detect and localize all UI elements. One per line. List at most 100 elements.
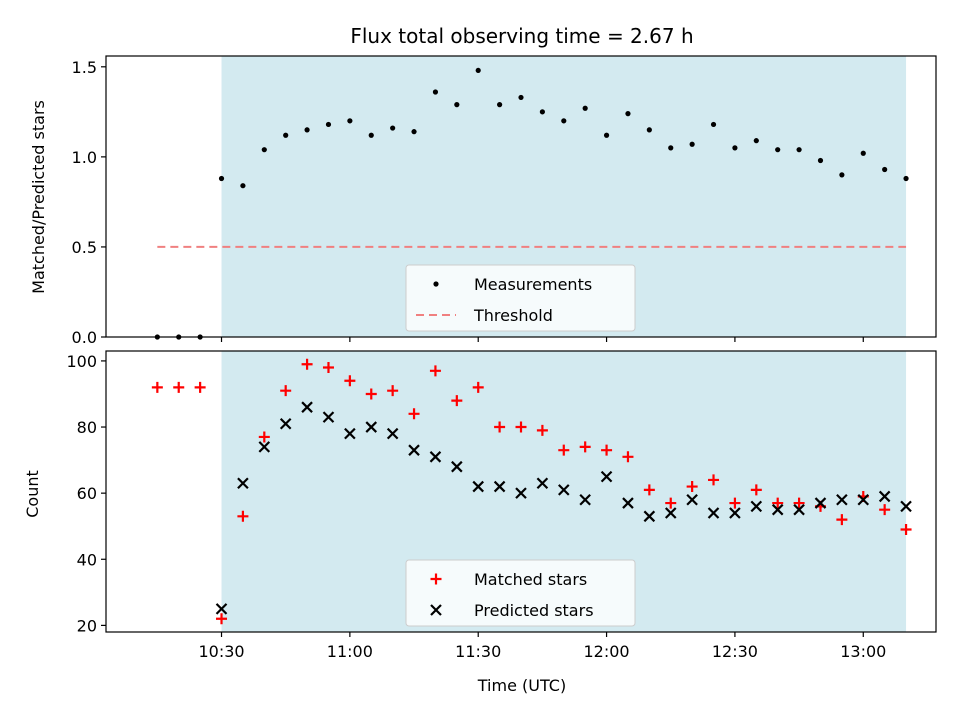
top-point-0-28 bbox=[753, 138, 759, 144]
bottom-matched-point-20 bbox=[579, 441, 591, 453]
top-point-0-31 bbox=[817, 157, 824, 164]
bottom-predicted-point-21 bbox=[600, 470, 613, 483]
bottom-predicted-point-14 bbox=[451, 460, 463, 473]
top-point-0-9 bbox=[347, 118, 353, 124]
bottom-predicted-point-19 bbox=[558, 484, 570, 496]
bottom-predicted-point-4 bbox=[237, 477, 249, 490]
bottom-predicted-point-6 bbox=[279, 417, 292, 430]
bottom-predicted-point-8 bbox=[322, 411, 335, 423]
top-panel: 0.0 0.5 1.0 1.5 Measurements Threshold bbox=[72, 55, 937, 347]
bottom-predicted-point-20 bbox=[579, 493, 591, 506]
bottom-predicted-point-28 bbox=[750, 500, 763, 513]
top-point-0-20 bbox=[582, 105, 588, 111]
bottom-matched-point-11 bbox=[387, 385, 399, 397]
bottom-predicted-point-3 bbox=[215, 603, 228, 615]
x-tick-label-1: 11:00 bbox=[327, 642, 373, 661]
bottom-matched-point-1 bbox=[173, 381, 185, 393]
top-point-0-16 bbox=[497, 102, 503, 108]
bottom-predicted-point-11 bbox=[386, 427, 399, 440]
bottom-y-tick-label-1: 40 bbox=[77, 550, 97, 569]
bottom-predicted-point-18 bbox=[536, 477, 549, 490]
top-point-0-32 bbox=[839, 172, 845, 178]
top-point-0-8 bbox=[325, 121, 332, 128]
bottom-y-tick-label-4: 100 bbox=[66, 352, 97, 371]
bottom-matched-point-5 bbox=[258, 431, 270, 443]
top-point-0-23 bbox=[646, 127, 652, 133]
top-legend-marker-0 bbox=[433, 281, 439, 287]
top-y-tick-label-0: 0.0 bbox=[72, 328, 97, 347]
top-point-0-24 bbox=[668, 145, 674, 151]
bottom-matched-point-26 bbox=[708, 474, 720, 486]
bottom-predicted-point-33 bbox=[857, 493, 870, 506]
bottom-predicted-point-9 bbox=[344, 427, 356, 440]
bottom-predicted-point-24 bbox=[664, 507, 677, 519]
bottom-matched-point-18 bbox=[536, 424, 548, 436]
top-point-0-27 bbox=[732, 145, 738, 151]
bottom-matched-point-22 bbox=[622, 451, 634, 463]
top-y-tick-label-2: 1.0 bbox=[72, 148, 97, 167]
bottom-matched-point-12 bbox=[408, 408, 420, 420]
top-legend-label-0: Measurements bbox=[474, 275, 592, 294]
top-point-0-33 bbox=[860, 150, 866, 156]
bottom-matched-point-28 bbox=[750, 484, 762, 496]
bottom-predicted-point-22 bbox=[622, 497, 634, 509]
top-legend-label-1: Threshold bbox=[473, 306, 553, 325]
bottom-matched-point-3 bbox=[216, 613, 228, 625]
top-point-0-6 bbox=[283, 132, 289, 138]
x-tick-label-5: 13:00 bbox=[840, 642, 886, 661]
top-point-0-5 bbox=[261, 147, 267, 153]
top-point-0-26 bbox=[710, 121, 717, 128]
bottom-matched-point-13 bbox=[429, 365, 441, 377]
bottom-matched-point-24 bbox=[665, 497, 677, 509]
bottom-matched-point-4 bbox=[237, 510, 249, 522]
top-point-0-15 bbox=[475, 67, 481, 74]
bottom-matched-point-15 bbox=[472, 381, 484, 393]
top-point-0-7 bbox=[304, 127, 310, 133]
x-tick-label-3: 12:00 bbox=[584, 642, 630, 661]
bottom-legend-marker-1 bbox=[430, 604, 442, 616]
bottom-predicted-point-29 bbox=[771, 503, 784, 516]
bottom-matched-point-35 bbox=[900, 524, 912, 536]
bottom-matched-point-27 bbox=[729, 497, 741, 509]
bottom-predicted-point-10 bbox=[365, 421, 378, 433]
x-axis-label: Time (UTC) bbox=[477, 676, 566, 695]
bottom-matched-point-34 bbox=[879, 504, 891, 516]
bottom-matched-point-8 bbox=[322, 362, 334, 374]
bottom-y-tick-label-0: 20 bbox=[77, 616, 97, 635]
top-point-0-21 bbox=[603, 132, 610, 138]
bottom-predicted-point-13 bbox=[429, 451, 442, 463]
bottom-predicted-point-7 bbox=[301, 401, 313, 413]
bottom-y-axis-label: Count bbox=[23, 470, 42, 518]
bottom-matched-point-21 bbox=[601, 444, 613, 456]
x-tick-label-4: 12:30 bbox=[712, 642, 758, 661]
bottom-legend-label-1: Predicted stars bbox=[474, 601, 594, 620]
top-legend-box bbox=[405, 264, 636, 332]
top-point-0-35 bbox=[903, 175, 909, 182]
top-point-0-22 bbox=[625, 111, 631, 117]
bottom-predicted-point-35 bbox=[900, 500, 912, 513]
bottom-legend-label-0: Matched stars bbox=[474, 570, 587, 589]
top-point-0-14 bbox=[454, 102, 460, 108]
bottom-y-tick-label-2: 60 bbox=[77, 484, 97, 503]
bottom-y-tick-label-3: 80 bbox=[77, 418, 97, 437]
top-point-0-30 bbox=[796, 147, 802, 153]
top-point-0-29 bbox=[775, 147, 781, 153]
bottom-predicted-point-17 bbox=[515, 487, 527, 499]
bottom-predicted-point-12 bbox=[408, 444, 420, 456]
bottom-frame bbox=[105, 350, 937, 633]
bottom-matched-point-9 bbox=[344, 375, 356, 387]
bottom-predicted-point-34 bbox=[878, 490, 891, 503]
bottom-predicted-point-31 bbox=[814, 497, 827, 509]
bottom-panel: 20 40 60 80 100 10:30 11:00 11:30 12:00 12:30 13:0… bbox=[66, 350, 937, 661]
bottom-predicted-point-32 bbox=[836, 493, 848, 506]
top-point-0-4 bbox=[240, 183, 246, 189]
top-point-0-11 bbox=[390, 125, 396, 131]
bottom-matched-point-0 bbox=[151, 381, 163, 393]
top-point-0-13 bbox=[432, 89, 439, 95]
bottom-matched-point-29 bbox=[772, 497, 784, 509]
top-point-0-12 bbox=[411, 129, 417, 135]
bottom-legend-box bbox=[405, 559, 636, 627]
top-point-0-34 bbox=[882, 166, 888, 173]
bottom-matched-point-17 bbox=[515, 421, 527, 433]
